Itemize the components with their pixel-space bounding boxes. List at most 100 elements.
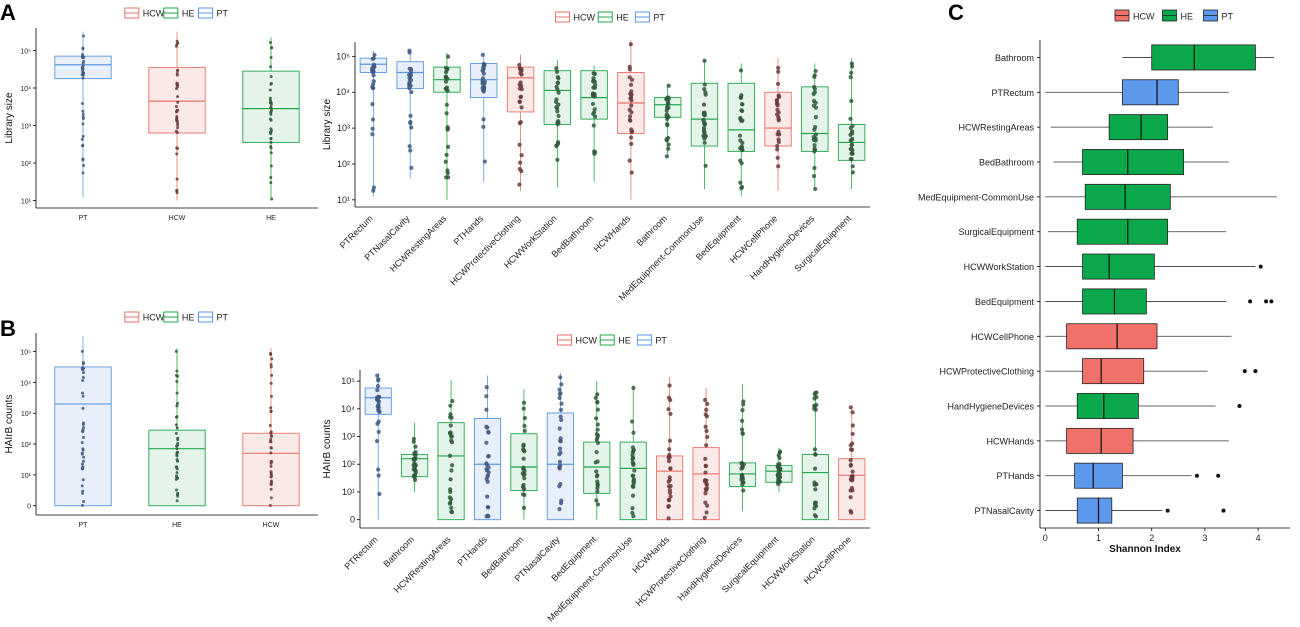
y-axis-title: HAIrB counts <box>322 420 333 479</box>
data-point <box>444 102 449 107</box>
legend-label-he: HE <box>618 336 631 346</box>
data-point <box>522 416 527 421</box>
data-point <box>413 444 418 449</box>
data-point <box>484 514 489 519</box>
data-point <box>775 155 780 160</box>
data-point <box>413 462 418 467</box>
data-point <box>481 117 486 122</box>
box-iqr <box>1076 218 1169 245</box>
data-point <box>627 114 633 119</box>
data-point <box>849 510 854 515</box>
data-point <box>704 482 710 487</box>
data-point <box>814 402 819 407</box>
data-point <box>408 148 413 153</box>
data-point <box>175 415 179 419</box>
data-point <box>269 110 273 114</box>
data-point <box>595 392 600 397</box>
data-point <box>702 140 707 145</box>
data-point <box>174 349 178 353</box>
box-hcwhands: HCWHands <box>986 427 1229 454</box>
data-point <box>702 478 708 483</box>
data-point <box>666 516 671 521</box>
y-tick-label: HCWProtectiveClothing <box>939 367 1034 377</box>
data-point <box>740 431 745 436</box>
data-point <box>667 498 672 503</box>
data-point <box>519 153 524 158</box>
data-point <box>559 498 564 503</box>
data-point <box>595 502 601 507</box>
data-point <box>269 151 273 155</box>
data-point <box>412 477 418 483</box>
data-point <box>176 95 180 99</box>
data-point <box>704 443 709 448</box>
data-point <box>269 496 273 500</box>
y-tick-label: 10² <box>337 159 350 169</box>
data-point <box>409 125 414 130</box>
data-point <box>558 436 563 441</box>
data-point <box>80 73 84 77</box>
data-point <box>409 90 414 95</box>
data-point <box>849 447 855 452</box>
box-iqr <box>1066 323 1158 350</box>
data-point <box>409 165 414 170</box>
data-point <box>554 69 560 74</box>
data-point <box>776 475 781 480</box>
data-point <box>174 431 178 435</box>
data-point <box>371 65 376 70</box>
data-point <box>484 385 489 390</box>
data-point <box>554 97 559 102</box>
data-point <box>849 98 854 104</box>
data-point <box>411 467 416 472</box>
data-point <box>175 426 179 430</box>
y-tick-label: 10² <box>21 442 32 449</box>
data-point <box>554 66 559 71</box>
data-point <box>269 410 273 414</box>
data-point <box>667 477 672 483</box>
data-point <box>269 394 273 398</box>
data-point <box>702 82 707 87</box>
data-point <box>591 76 596 81</box>
data-point <box>632 468 637 473</box>
data-point <box>269 144 273 148</box>
outlier-point <box>1253 369 1258 374</box>
data-point <box>667 490 673 495</box>
data-point <box>445 144 451 149</box>
data-point <box>521 400 527 405</box>
data-point <box>848 477 853 482</box>
data-point <box>375 383 381 389</box>
data-point <box>81 379 85 383</box>
data-point <box>775 143 780 149</box>
data-point <box>444 111 449 116</box>
data-point <box>630 453 635 458</box>
data-point <box>813 407 818 412</box>
data-point <box>269 381 273 385</box>
data-point <box>594 469 599 474</box>
data-point <box>484 394 489 399</box>
box-iqr <box>1082 358 1145 385</box>
data-point <box>738 180 743 185</box>
data-point <box>518 94 524 99</box>
data-point <box>519 83 524 89</box>
data-point <box>775 81 781 86</box>
data-point <box>555 109 560 114</box>
data-point <box>556 90 561 95</box>
data-point <box>81 366 85 370</box>
data-point <box>449 440 455 445</box>
data-point <box>407 48 412 53</box>
data-point <box>849 70 854 75</box>
data-point <box>667 383 672 388</box>
data-point <box>174 105 178 109</box>
y-tick-label: 0 <box>350 515 355 525</box>
data-point <box>447 453 453 458</box>
data-point <box>812 506 817 511</box>
data-point <box>668 494 673 499</box>
data-point <box>627 158 632 163</box>
data-point <box>593 395 598 401</box>
data-point <box>554 84 559 90</box>
box-iqr <box>1076 497 1113 524</box>
y-tick-label: 10⁴ <box>20 86 31 93</box>
data-point <box>664 108 669 113</box>
data-point <box>482 159 487 164</box>
y-tick-label: 10⁴ <box>20 380 31 387</box>
